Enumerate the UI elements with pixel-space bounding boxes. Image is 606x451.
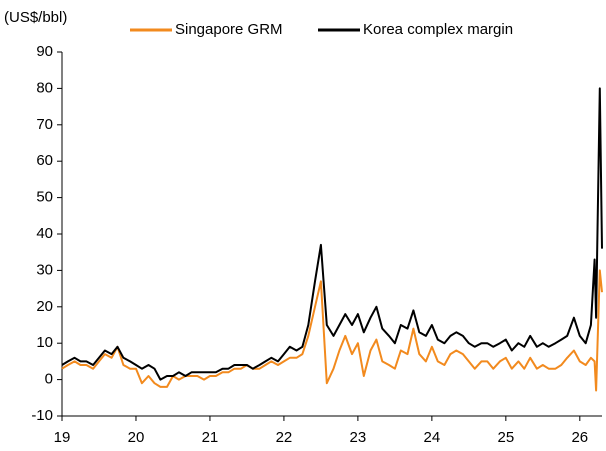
y-tick-label: 30 — [36, 261, 53, 278]
y-tick-label: 0 — [45, 371, 53, 388]
y-tick-label: 70 — [36, 116, 53, 133]
y-tick-label: 80 — [36, 79, 53, 96]
series-line — [61, 87, 603, 381]
x-tick-label: 22 — [276, 429, 293, 446]
x-tick-label: 25 — [497, 429, 514, 446]
y-axis-label: (US$/bbl) — [4, 9, 67, 26]
y-tick-label: 20 — [36, 298, 53, 315]
series-line — [61, 269, 603, 392]
y-tick-label: 90 — [36, 43, 53, 60]
x-tick-label: 24 — [424, 429, 441, 446]
y-tick-label: 10 — [36, 334, 53, 351]
legend-label: Korea complex margin — [363, 21, 513, 38]
x-tick-label: 23 — [350, 429, 367, 446]
legend-label: Singapore GRM — [175, 21, 283, 38]
x-tick-label: 21 — [202, 429, 219, 446]
x-tick-label: 26 — [571, 429, 588, 446]
y-tick-label: -10 — [31, 407, 53, 424]
x-tick-label: 19 — [54, 429, 71, 446]
x-tick-label: 20 — [128, 429, 145, 446]
y-tick-label: 40 — [36, 225, 53, 242]
y-tick-label: 60 — [36, 152, 53, 169]
y-tick-label: 50 — [36, 189, 53, 206]
